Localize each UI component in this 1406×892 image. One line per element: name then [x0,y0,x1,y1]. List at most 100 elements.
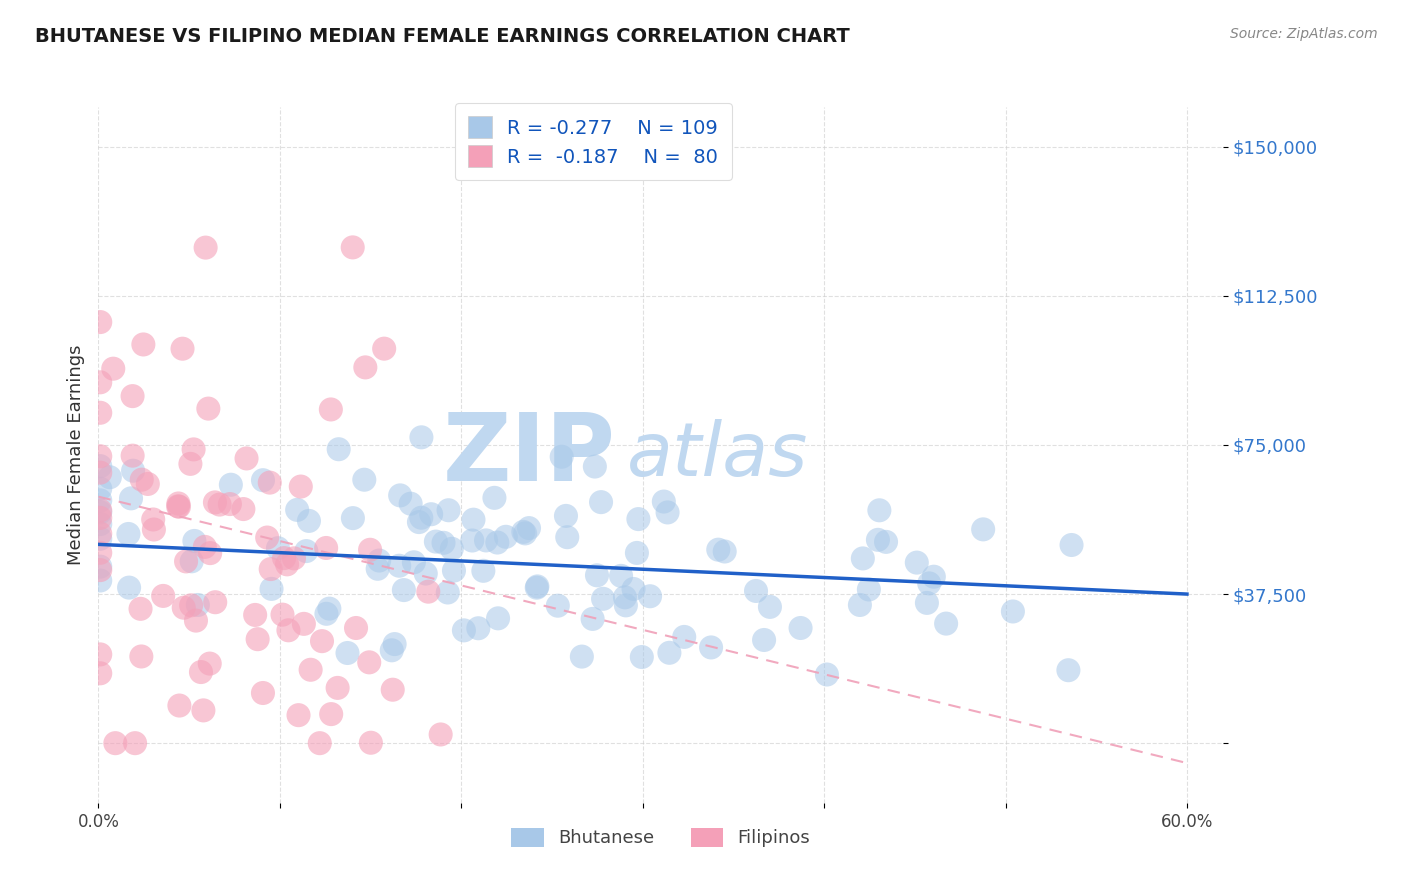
Point [152,589,174,603]
Point [1060,538,1083,552]
Point [429,727,451,741]
Point [472,564,495,578]
Point [392,583,415,598]
Point [246,632,269,647]
Point [905,556,928,570]
Point [142,523,165,537]
Point [425,534,447,549]
Point [121,449,143,463]
Point [167,496,190,510]
Point [789,621,811,635]
Point [443,564,465,578]
Point [353,473,375,487]
Point [184,614,207,628]
Point [657,505,679,519]
Point [972,522,994,536]
Point [131,473,153,487]
Point [461,533,484,548]
Point [89,503,111,517]
Point [315,541,337,555]
Point [169,698,191,713]
Point [868,503,890,517]
Point [271,607,294,622]
Point [486,535,509,549]
Point [167,500,190,514]
Text: atlas: atlas [627,419,808,491]
Point [610,569,633,583]
Point [232,502,254,516]
Point [180,599,202,613]
Point [918,576,941,591]
Point [354,360,377,375]
Point [613,591,636,605]
Point [866,533,889,547]
Point [418,584,440,599]
Point [626,546,648,560]
Point [368,553,391,567]
Point [752,632,775,647]
Point [326,681,349,695]
Point [219,497,242,511]
Point [495,530,517,544]
Point [89,526,111,541]
Point [260,562,283,576]
Point [98,470,121,484]
Point [415,566,437,581]
Point [187,598,209,612]
Point [336,646,359,660]
Point [292,616,315,631]
Point [745,584,768,599]
Point [259,475,281,490]
Point [122,464,145,478]
Point [321,707,343,722]
Point [308,736,330,750]
Point [922,570,945,584]
Point [630,650,652,665]
Point [638,589,661,603]
Point [381,682,404,697]
Point [235,451,257,466]
Point [389,488,412,502]
Point [89,376,111,390]
Point [759,599,782,614]
Point [453,624,475,638]
Point [673,630,696,644]
Point [586,568,609,582]
Point [623,582,645,596]
Point [190,665,212,679]
Point [652,494,675,508]
Point [283,551,305,566]
Point [547,599,569,613]
Point [342,511,364,525]
Point [328,442,350,457]
Point [198,546,221,560]
Point [219,477,242,491]
Point [89,517,111,532]
Point [89,559,111,574]
Point [849,598,872,612]
Point [858,582,880,597]
Point [180,554,202,568]
Point [550,450,572,464]
Point [713,544,735,558]
Point [399,497,422,511]
Point [89,466,111,480]
Point [290,479,312,493]
Point [875,534,897,549]
Point [384,637,406,651]
Point [277,624,299,638]
Point [142,512,165,526]
Point [167,500,190,514]
Point [103,361,125,376]
Point [183,533,205,548]
Point [915,596,938,610]
Point [204,595,226,609]
Point [571,649,593,664]
Point [89,449,111,463]
Point [89,574,111,588]
Point [373,342,395,356]
Point [592,591,614,606]
Legend: Bhutanese, Filipinos: Bhutanese, Filipinos [502,819,820,856]
Point [197,401,219,416]
Point [440,541,463,556]
